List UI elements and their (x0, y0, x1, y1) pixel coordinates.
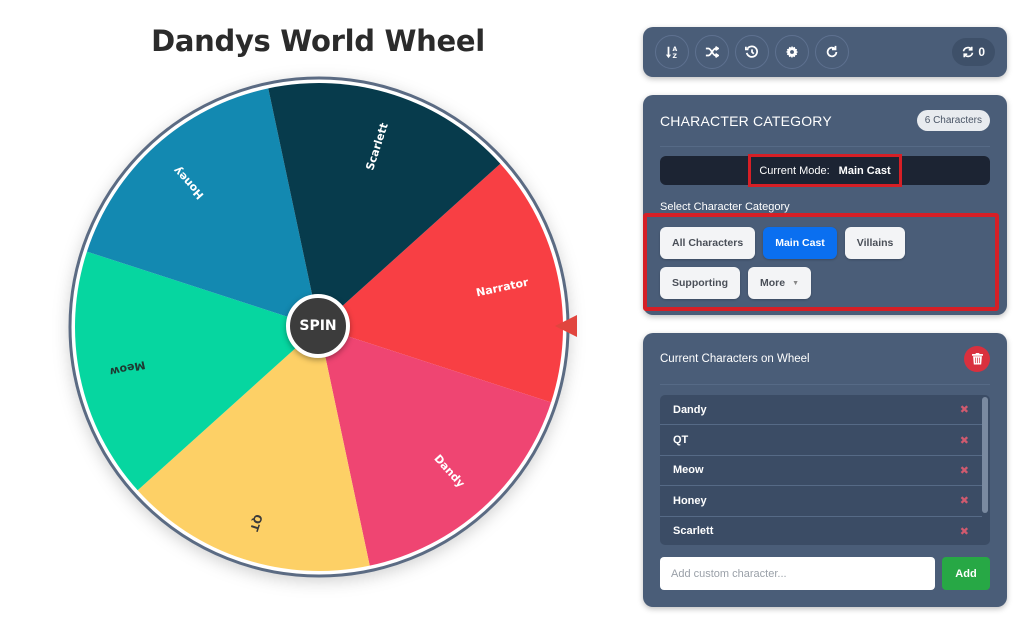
characters-panel: Current Characters on Wheel Dandy ✖ QT ✖… (643, 333, 1007, 607)
add-character-button[interactable]: Add (942, 557, 990, 590)
reset-button[interactable] (815, 35, 849, 69)
category-header: CHARACTER CATEGORY 6 Characters (660, 95, 990, 147)
current-mode-bar: Current Mode: Main Cast (660, 154, 990, 187)
sort-icon: AZ (665, 46, 677, 59)
wheel-segment (268, 83, 501, 328)
wheel-segment (319, 327, 552, 566)
character-name: Honey (673, 494, 707, 507)
gear-icon (785, 45, 799, 59)
character-name: QT (673, 434, 689, 447)
current-mode-highlight: Current Mode: Main Cast (748, 154, 902, 187)
wheel-segment-label: QT (247, 513, 265, 534)
page-title: Dandys World Wheel (151, 24, 485, 58)
svg-text:A: A (672, 46, 677, 53)
spin-counter: 0 (952, 38, 995, 66)
remove-icon[interactable]: ✖ (959, 404, 969, 417)
character-name: Meow (673, 464, 704, 477)
wheel-segment (86, 88, 320, 327)
redo-icon (826, 45, 838, 58)
category-title: CHARACTER CATEGORY (660, 112, 832, 129)
character-count-badge: 6 Characters (916, 110, 990, 131)
shuffle-icon (705, 46, 719, 58)
chevron-down-icon: ▼ (792, 279, 800, 287)
add-character-row: Add (660, 557, 990, 590)
character-name: Dandy (673, 403, 707, 416)
clear-all-button[interactable] (964, 345, 990, 372)
wheel-pointer-icon (555, 315, 577, 337)
remove-icon[interactable]: ✖ (959, 464, 969, 477)
remove-icon[interactable]: ✖ (959, 495, 969, 508)
history-button[interactable] (735, 35, 769, 69)
history-icon (745, 45, 758, 58)
spin-button[interactable]: SPIN (286, 294, 350, 358)
spin-count: 0 (978, 45, 985, 59)
characters-header: Current Characters on Wheel (660, 333, 990, 385)
select-category-label: Select Character Category (660, 201, 790, 213)
list-item: Dandy ✖ (660, 395, 982, 426)
category-more-dropdown[interactable]: More ▼ (748, 267, 812, 299)
character-list[interactable]: Dandy ✖ QT ✖ Meow ✖ Honey ✖ Scarlett ✖ (660, 395, 990, 545)
wheel[interactable]: Narrator Dandy QT Meow Honey Scarlett SPIN (64, 72, 574, 582)
characters-title: Current Characters on Wheel (660, 352, 810, 365)
current-mode-value: Main Cast (838, 164, 891, 177)
list-scrollbar[interactable] (982, 397, 988, 513)
category-panel: CHARACTER CATEGORY 6 Characters Current … (643, 95, 1007, 315)
category-main-cast-button[interactable]: Main Cast (763, 227, 837, 259)
sync-icon (963, 46, 974, 58)
category-all-characters-button[interactable]: All Characters (660, 227, 756, 259)
character-name: Scarlett (673, 525, 714, 538)
list-item: QT ✖ (660, 425, 982, 456)
list-item: Scarlett ✖ (660, 517, 982, 545)
svg-text:Z: Z (672, 53, 677, 59)
category-buttons: All Characters Main Cast Villains Suppor… (643, 213, 999, 311)
wheel-segment (74, 251, 319, 491)
wheel-segment (137, 327, 370, 571)
category-supporting-button[interactable]: Supporting (660, 267, 740, 299)
remove-icon[interactable]: ✖ (959, 434, 969, 447)
settings-button[interactable] (775, 35, 809, 69)
wheel-segment (319, 163, 563, 403)
trash-icon (971, 352, 983, 364)
list-item: Honey ✖ (660, 486, 982, 517)
category-villains-button[interactable]: Villains (844, 227, 906, 259)
remove-icon[interactable]: ✖ (959, 525, 969, 538)
add-character-input[interactable] (660, 557, 935, 590)
list-item: Meow ✖ (660, 456, 982, 487)
current-mode-label: Current Mode: (759, 164, 830, 177)
more-label: More (760, 277, 786, 289)
shuffle-button[interactable] (695, 35, 729, 69)
